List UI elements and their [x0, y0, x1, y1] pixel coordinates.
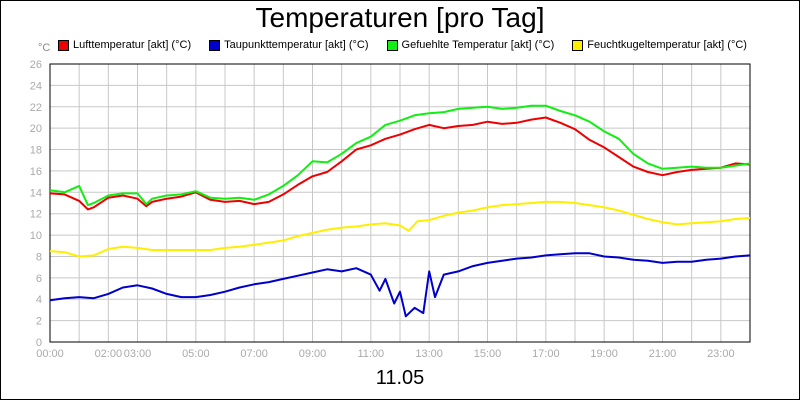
y-tick-label: 20: [30, 123, 42, 135]
x-tick-label: 09:00: [299, 348, 327, 360]
y-tick-label: 26: [30, 59, 42, 71]
y-tick-label: 24: [30, 80, 42, 92]
y-tick-label: 22: [30, 102, 42, 114]
series-line-feuchtkugeltemperatur: [49, 200, 751, 258]
y-tick-label: 14: [30, 187, 42, 199]
y-tick-label: 10: [30, 230, 42, 242]
legend-item-lufttemperatur: Lufttemperatur [akt] (°C): [58, 39, 191, 51]
legend-label-taupunkttemperatur: Taupunkttemperatur [akt] (°C): [224, 39, 369, 51]
y-tick-label: 6: [36, 273, 42, 285]
y-tick-label: 16: [30, 166, 42, 178]
legend-label-feuchtkugeltemperatur: Feuchtkugeltemperatur [akt] (°C): [587, 39, 747, 51]
x-tick-label: 17:00: [532, 348, 560, 360]
legend-item-feuchtkugeltemperatur: Feuchtkugeltemperatur [akt] (°C): [572, 39, 747, 51]
chart-title: Temperaturen [pro Tag]: [255, 2, 545, 33]
y-tick-label: 18: [30, 145, 42, 157]
legend: Lufttemperatur [akt] (°C) Taupunkttemper…: [58, 38, 765, 52]
legend-label-lufttemperatur: Lufttemperatur [akt] (°C): [73, 39, 192, 51]
legend-swatch-lufttemperatur: [58, 39, 69, 51]
series-line-gefuehlte-temperatur: [49, 104, 751, 207]
legend-item-taupunkttemperatur: Taupunkttemperatur [akt] (°C): [209, 39, 369, 51]
series-line-taupunkttemperatur: [49, 252, 751, 318]
legend-swatch-gefuehlte-temperatur: [386, 39, 398, 51]
x-tick-label: 23:00: [707, 348, 735, 360]
x-tick-label: 15:00: [474, 348, 502, 360]
y-tick-label: 2: [36, 316, 42, 328]
x-tick-label: 19:00: [590, 348, 618, 360]
x-tick-label: 05:00: [182, 348, 210, 360]
x-tick-label: 07:00: [240, 348, 268, 360]
series-line-lufttemperatur: [49, 116, 751, 211]
y-axis-unit: °C: [38, 42, 51, 54]
x-tick-label: 02:00: [95, 348, 123, 360]
x-tick-label: 13:00: [415, 348, 443, 360]
x-tick-label: 11:00: [357, 348, 384, 360]
y-tick-label: 8: [36, 251, 42, 263]
legend-label-gefuehlte-temperatur: Gefuehlte Temperatur [akt] (°C): [401, 39, 555, 51]
y-tick-label: 4: [36, 294, 42, 306]
legend-swatch-feuchtkugeltemperatur: [572, 39, 584, 51]
legend-swatch-taupunkttemperatur: [209, 39, 221, 51]
x-tick-label: 00:00: [36, 348, 64, 360]
x-tick-label: 03:00: [124, 348, 152, 360]
legend-item-gefuehlte-temperatur: Gefuehlte Temperatur [akt] (°C): [386, 39, 555, 51]
y-tick-label: 0: [36, 337, 42, 349]
x-axis-date-label: 11.05: [375, 367, 425, 389]
plot-border: [49, 63, 751, 343]
y-tick-label: 12: [30, 209, 42, 221]
x-tick-label: 21:00: [649, 348, 677, 360]
